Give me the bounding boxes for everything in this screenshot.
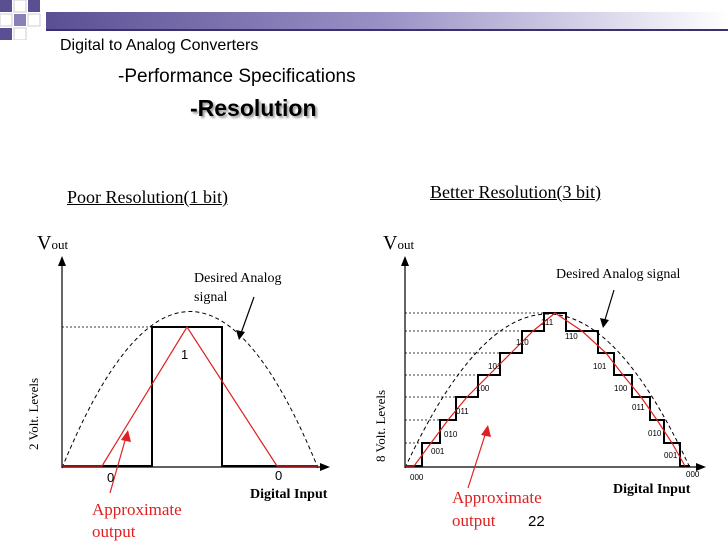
- right-approx-output: [405, 312, 686, 467]
- left-code-right: 0: [275, 468, 283, 483]
- code-label: 100: [476, 384, 490, 393]
- left-y-arrow: [58, 256, 66, 266]
- left-approx-pointer: [109, 436, 127, 494]
- left-x-arrow: [320, 463, 330, 471]
- right-y-arrow: [401, 256, 409, 266]
- header-decoration: [0, 0, 728, 40]
- slide-subtitle: -Performance Specifications: [118, 66, 356, 87]
- left-desired-label-2: signal: [194, 290, 228, 305]
- right-desired-pointer: [603, 289, 615, 324]
- right-approx-pointer: [467, 431, 487, 489]
- slide-title: Digital to Analog Converters: [60, 37, 259, 54]
- code-label: 100: [614, 384, 628, 393]
- left-approx-output: [62, 325, 318, 467]
- left-approx-label-2: output: [92, 522, 136, 541]
- page-number: 22: [528, 513, 545, 530]
- left-level-high: 1: [181, 347, 189, 362]
- code-label: 110: [565, 332, 578, 341]
- slide-topic: -Resolution: [190, 95, 317, 121]
- code-label: 101: [593, 362, 607, 371]
- code-label: 011: [632, 403, 645, 412]
- right-vout-label: Vout: [383, 232, 415, 254]
- left-desired-signal: [61, 311, 319, 469]
- left-vout-label: Vout: [37, 232, 69, 254]
- code-label: 000: [410, 473, 424, 482]
- code-label: 101: [488, 362, 502, 371]
- left-x-label: Digital Input: [250, 487, 328, 502]
- right-approx-label-2: output: [452, 511, 496, 530]
- right-desired-signal: [404, 313, 691, 469]
- left-desired-pointer: [239, 296, 255, 337]
- right-y-label: 8 Volt. Levels: [373, 389, 388, 462]
- left-code-left: 0: [107, 470, 115, 485]
- left-approx-label-1: Approximate: [92, 500, 182, 519]
- right-desired-label: Desired Analog signal: [556, 267, 681, 282]
- left-desired-label-1: Desired Analog: [194, 271, 282, 286]
- code-label: 011: [456, 407, 469, 416]
- code-label: 111: [541, 318, 554, 327]
- right-approx-label-1: Approximate: [452, 488, 542, 507]
- code-label: 010: [444, 430, 458, 439]
- right-x-label: Digital Input: [613, 482, 691, 497]
- right-level-lines: [405, 312, 544, 444]
- code-label: 010: [648, 429, 662, 438]
- right-step-output: [405, 312, 690, 467]
- code-label: 110: [516, 338, 529, 347]
- code-label: 001: [664, 451, 678, 460]
- right-heading: Better Resolution(3 bit): [430, 182, 601, 202]
- right-x-arrow: [696, 463, 706, 471]
- code-label: 001: [431, 447, 445, 456]
- left-heading: Poor Resolution(1 bit): [67, 187, 228, 207]
- code-label: 000: [686, 470, 700, 479]
